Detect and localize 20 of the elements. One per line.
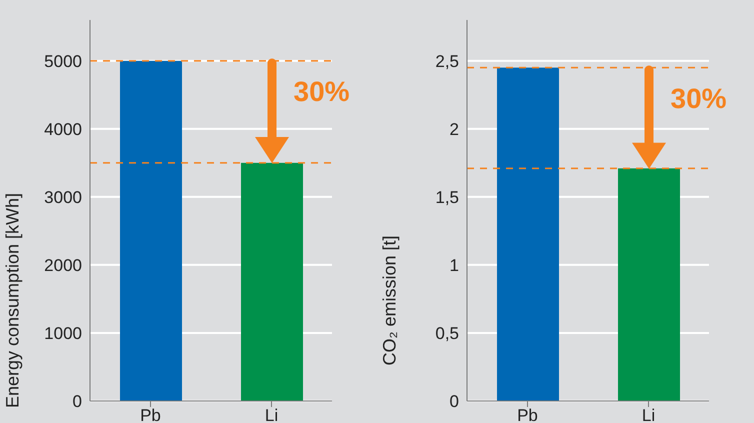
y-tick-label: 1 (450, 256, 459, 275)
annotation: 30% (670, 82, 727, 114)
y-tick-label: 0,5 (435, 324, 459, 343)
y-tick-label: 4000 (44, 120, 82, 139)
y-tick-label: 1,5 (435, 188, 459, 207)
y-tick-label: 3000 (44, 188, 82, 207)
x-tick-label: Li (264, 406, 278, 423)
y-tick-label: 5000 (44, 52, 82, 71)
x-tick-label: Li (642, 406, 656, 423)
y-tick-label: 0 (72, 392, 82, 412)
y-tick-label: 0 (450, 392, 459, 412)
x-tick-label: Pb (140, 406, 161, 423)
y-tick-label: 2 (450, 120, 459, 139)
y-axis-title: CO₂ emission [t] (379, 235, 400, 366)
x-tick-label: Pb (517, 406, 538, 423)
y-axis-title: Energy consumption [kWh] (2, 192, 22, 408)
annotation: 30% (294, 76, 350, 107)
y-tick-label: 2000 (44, 256, 82, 275)
y-tick-label: 2,5 (435, 52, 459, 71)
y-tick-label: 1000 (44, 324, 82, 343)
